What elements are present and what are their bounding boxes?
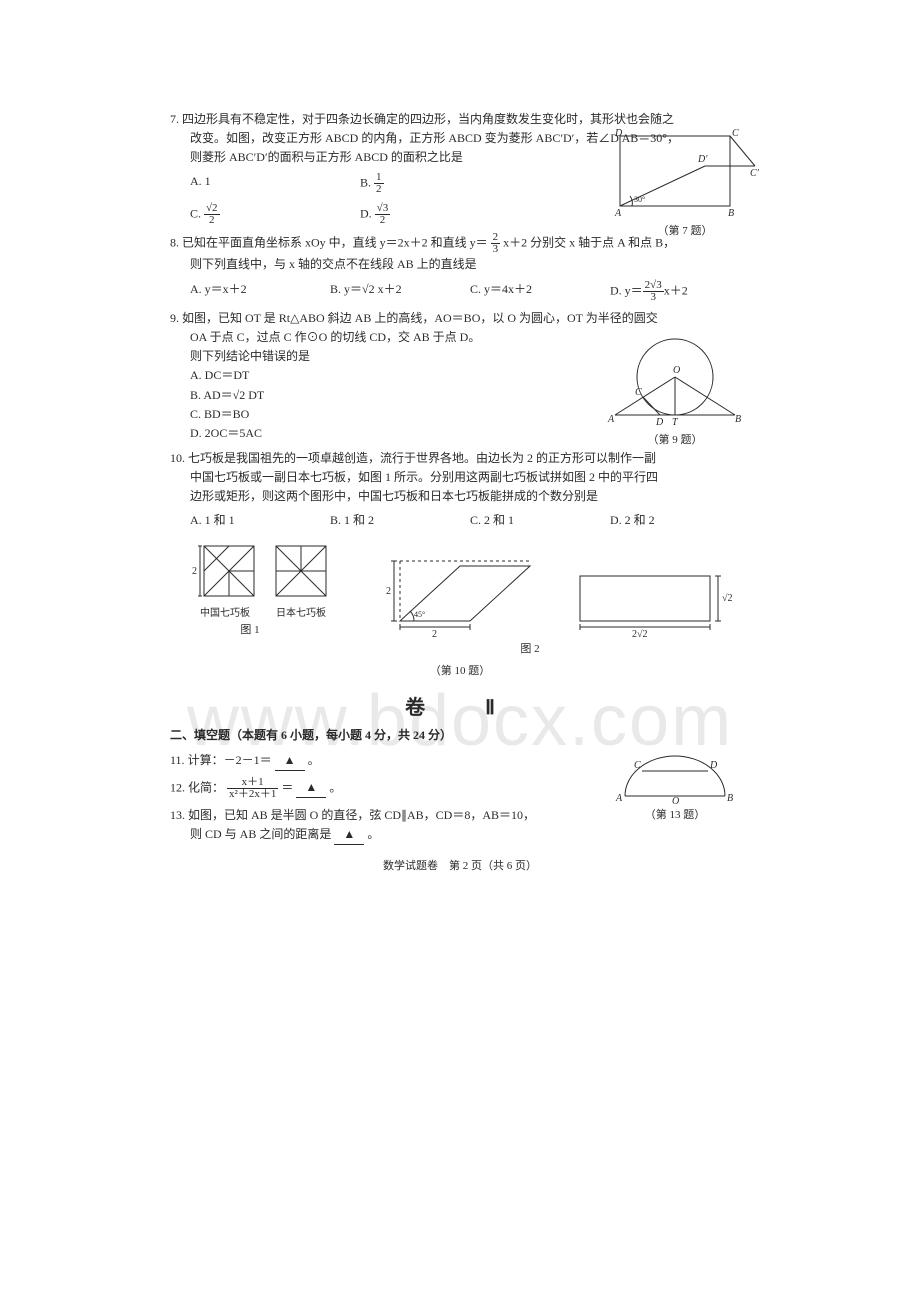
q8-line1a: 已知在平面直角坐标系 xOy 中，直线 y＝2x＋2 和直线 y＝ <box>182 235 488 249</box>
q9-label-C: C <box>635 387 642 398</box>
q7-label-A: A <box>614 208 622 219</box>
svg-text:45°: 45° <box>414 610 425 619</box>
q7: A B C D D′ C′ 30° （第 7 题） 7. 四边形具有不稳定性，对… <box>170 110 750 226</box>
q10-fig2-label: 图 2 <box>350 641 710 659</box>
q10-num: 10. <box>170 451 185 465</box>
q8-optA: A. y＝x＋2 <box>190 280 330 303</box>
q13: 13. 如图，已知 AB 是半圆 O 的直径，弦 CD∥AB，CD＝8，AB＝1… <box>170 806 570 845</box>
q8-num: 8. <box>170 235 179 249</box>
q9-optB: B. AD＝√2 DT <box>170 388 264 402</box>
section2-header: 二、填空题（本题有 6 小题，每小题 4 分，共 24 分） <box>170 726 750 745</box>
q13-line1: 如图，已知 AB 是半圆 O 的直径，弦 CD∥AB，CD＝8，AB＝10， <box>188 808 535 822</box>
q13-blank: ▲ <box>334 825 364 845</box>
q9-figure: O A B C D T （第 9 题） <box>600 327 750 450</box>
q7-label-Dp: D′ <box>697 154 708 165</box>
q10-fig1-jp: 日本七巧板 <box>270 536 332 622</box>
q13-figure: A B C D O （第 13 题） <box>610 751 740 822</box>
q10-optD: D. 2 和 2 <box>610 511 750 530</box>
q13-num: 13. <box>170 808 185 822</box>
svg-text:2: 2 <box>192 566 197 577</box>
q9: O A B C D T （第 9 题） 9. 如图，已知 OT 是 Rt△ABO… <box>170 309 750 443</box>
q10-fig1-cn: 2 中国七巧板 <box>190 536 260 622</box>
q11-num: 11. <box>170 753 185 767</box>
q7-optA: A. 1 <box>190 172 360 195</box>
svg-text:D: D <box>709 760 718 771</box>
q9-label-T: T <box>672 417 679 428</box>
q9-label-A: A <box>607 414 615 425</box>
q7-line3: 则菱形 ABC′D′的面积与正方形 ABCD 的面积之比是 <box>170 150 463 164</box>
q12-blank: ▲ <box>296 778 326 798</box>
q13-line2: 则 CD 与 AB 之间的距离是 <box>170 827 331 841</box>
q7-fig-label: （第 7 题） <box>610 223 760 241</box>
q8-line2: 则下列直线中，与 x 轴的交点不在线段 AB 上的直线是 <box>170 257 477 271</box>
q8-optD: D. y＝2√33x＋2 <box>610 280 750 303</box>
q8: 8. 已知在平面直角坐标系 xOy 中，直线 y＝2x＋2 和直线 y＝ 23 … <box>170 232 750 303</box>
svg-text:2: 2 <box>432 629 437 640</box>
svg-text:2√2: 2√2 <box>632 629 648 640</box>
q9-optC: C. BD＝BO <box>170 407 249 421</box>
q10-optC: C. 2 和 1 <box>470 511 610 530</box>
q7-optD: D. √32 <box>360 203 530 226</box>
svg-text:C: C <box>634 760 641 771</box>
q9-label-O: O <box>673 365 680 376</box>
q9-fig-label: （第 9 题） <box>600 432 750 450</box>
svg-text:2: 2 <box>386 586 391 597</box>
q7-optC: C. √22 <box>190 203 360 226</box>
q8-optB: B. y＝√2 x＋2 <box>330 280 470 303</box>
q9-optA: A. DC＝DT <box>170 368 249 382</box>
q7-line2: 改变。如图，改变正方形 ABCD 的内角，正方形 ABCD 变为菱形 ABC′D… <box>170 131 679 145</box>
page-footer: 数学试题卷 第 2 页（共 6 页） <box>170 857 750 873</box>
svg-text:B: B <box>727 793 733 804</box>
q7-line1: 四边形具有不稳定性，对于四条边长确定的四边形，当内角度数发生变化时，其形状也会随… <box>182 112 674 126</box>
section2-title: 卷 Ⅱ <box>170 691 750 720</box>
svg-text:A: A <box>615 793 623 804</box>
exam-page: A B C D D′ C′ 30° （第 7 题） 7. 四边形具有不稳定性，对… <box>170 110 750 873</box>
q7-label-D: D <box>614 128 623 139</box>
q12-texta: 化简： <box>188 780 224 794</box>
q9-label-B: B <box>735 414 741 425</box>
q8-optC: C. y＝4x＋2 <box>470 280 610 303</box>
q13-fig-label: （第 13 题） <box>610 806 740 822</box>
q10-fig1-label: 图 1 <box>170 622 310 640</box>
q7-label-C: C <box>732 128 739 139</box>
q9-line2: OA 于点 C，过点 C 作⊙O 的切线 CD，交 AB 于点 D。 <box>170 330 480 344</box>
q7-label-Cp: C′ <box>750 168 760 179</box>
q7-optB: B. 12 <box>360 172 530 195</box>
q9-line3: 则下列结论中错误的是 <box>170 349 310 363</box>
q10-line2: 中国七巧板或一副日本七巧板，如图 1 所示。分别用这两副七巧板试拼如图 2 中的… <box>170 470 658 484</box>
q7-label-B: B <box>728 208 734 219</box>
q10-optA: A. 1 和 1 <box>190 511 330 530</box>
q10-line3: 边形或矩形，则这两个图形中，中国七巧板和日本七巧板能拼成的个数分别是 <box>170 489 598 503</box>
q9-label-D: D <box>655 417 664 428</box>
q12-num: 12. <box>170 780 185 794</box>
q10-optB: B. 1 和 2 <box>330 511 470 530</box>
q7-label-angle: 30° <box>634 195 645 204</box>
q7-num: 7. <box>170 112 179 126</box>
q10-fig2: 2 2 45° √2 2√2 <box>350 541 750 641</box>
q11-blank: ▲ <box>275 751 305 771</box>
svg-text:√2: √2 <box>722 593 733 604</box>
q10-line1: 七巧板是我国祖先的一项卓越创造，流行于世界各地。由边长为 2 的正方形可以制作一… <box>188 451 656 465</box>
q9-optD: D. 2OC＝5AC <box>170 426 262 440</box>
q9-num: 9. <box>170 311 179 325</box>
q10: 10. 七巧板是我国祖先的一项卓越创造，流行于世界各地。由边长为 2 的正方形可… <box>170 449 750 681</box>
q10-fig-main-label: （第 10 题） <box>170 663 750 681</box>
q11-text: 计算：－2－1＝ <box>188 753 272 767</box>
svg-text:O: O <box>672 796 679 806</box>
q7-figure: A B C D D′ C′ 30° （第 7 题） <box>610 128 760 241</box>
q9-line1: 如图，已知 OT 是 Rt△ABO 斜边 AB 上的高线，AO＝BO，以 O 为… <box>182 311 658 325</box>
